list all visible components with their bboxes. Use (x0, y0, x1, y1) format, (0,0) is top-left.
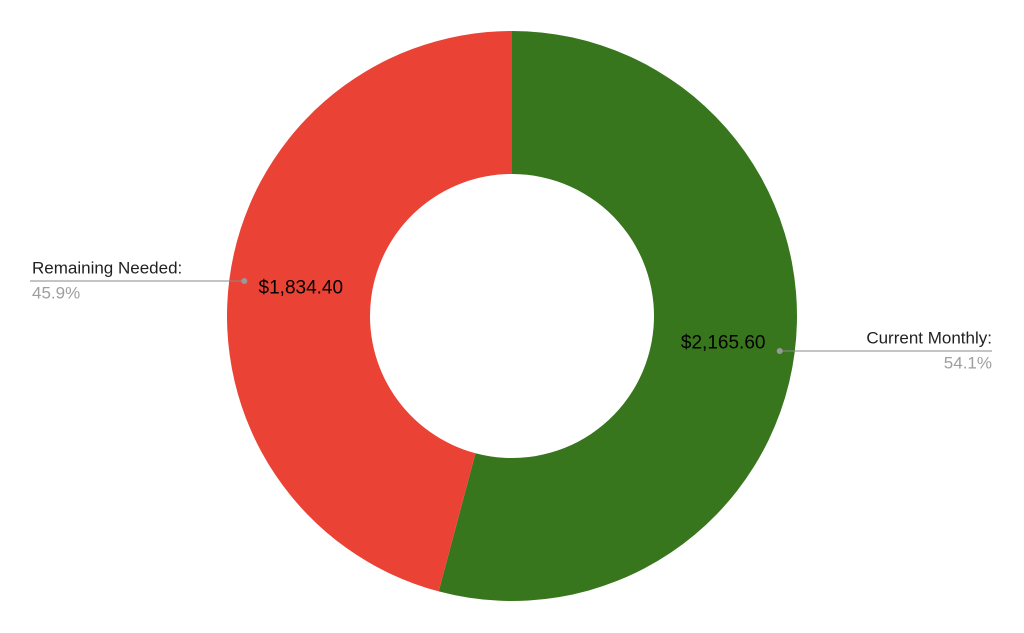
category-label: Remaining Needed: (32, 258, 182, 277)
leader-dot (776, 348, 783, 355)
percent-label: 45.9% (32, 283, 80, 302)
donut-slice (227, 31, 512, 592)
percent-label: 54.1% (944, 354, 992, 373)
donut-slice (438, 31, 798, 602)
value-label: $2,165.60 (681, 333, 766, 354)
leader-dot (241, 277, 248, 284)
value-label: $1,834.40 (259, 277, 344, 298)
category-label: Current Monthly: (866, 329, 992, 348)
